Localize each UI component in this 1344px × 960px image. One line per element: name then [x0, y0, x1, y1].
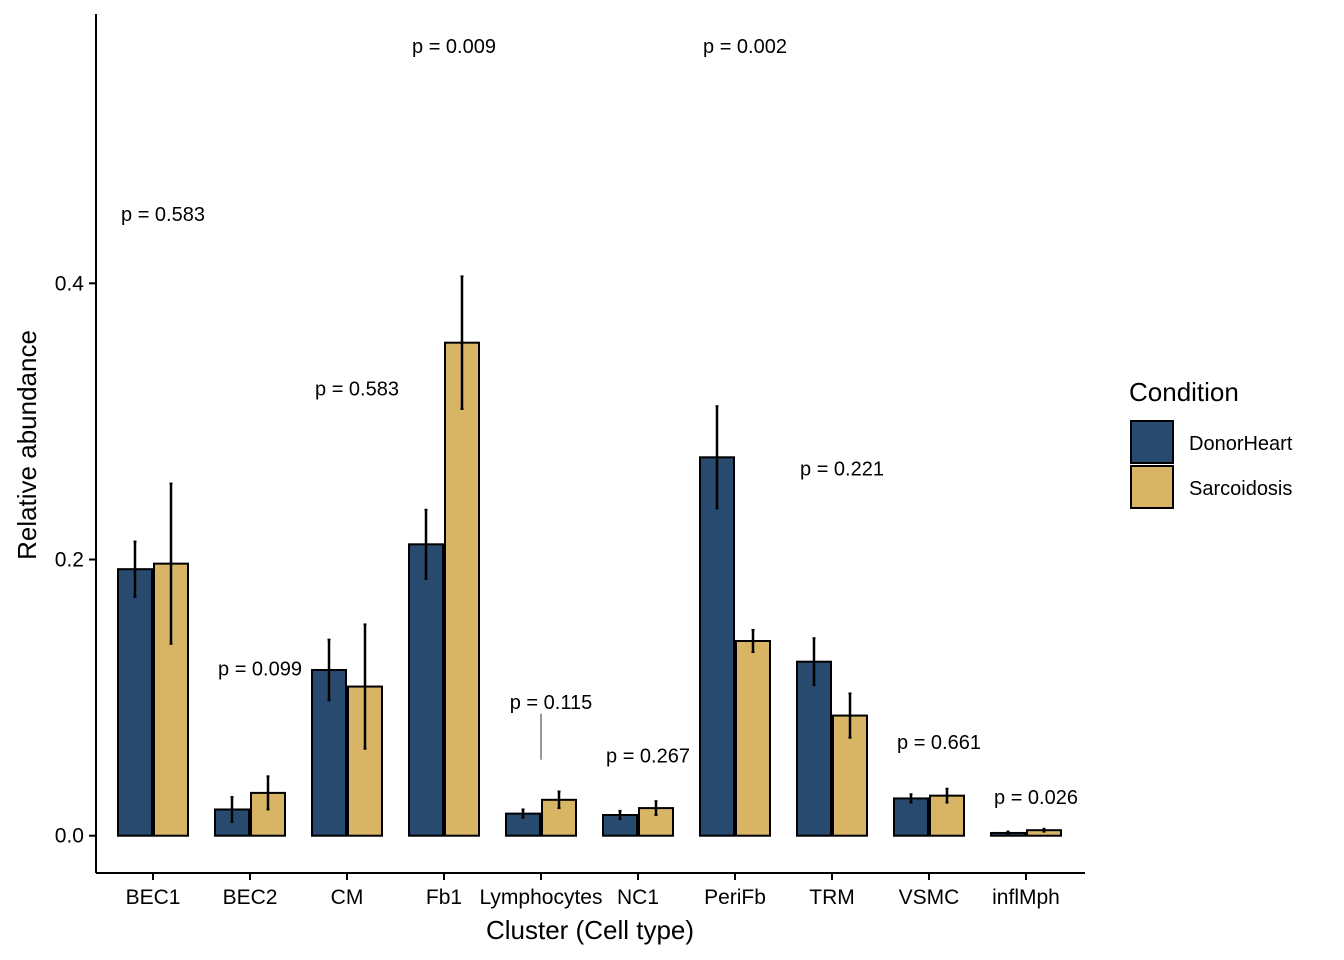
p-value-label: p = 0.115: [510, 692, 592, 714]
x-axis-title: Cluster (Cell type): [486, 915, 694, 945]
axes: [95, 14, 1085, 874]
x-tick-label: BEC1: [126, 886, 181, 909]
bar-donorheart-fb1: [408, 543, 444, 837]
legend: Condition DonorHeart Sarcoidosis: [1129, 377, 1293, 509]
p-value-label: p = 0.026: [994, 787, 1078, 809]
bar-sarcoidosis-perifb: [735, 639, 771, 837]
x-tick-label: Fb1: [426, 886, 462, 909]
pvalue-annotations: p = 0.583 p = 0.099 p = 0.583 p = 0.009 p = …: [121, 36, 1078, 809]
bar-sarcoidosis-fb1: [444, 341, 480, 837]
y-tick-label: 0.2: [55, 549, 84, 572]
x-tick-label: inflMph: [992, 886, 1060, 909]
p-value-label: p = 0.583: [315, 378, 399, 400]
p-value-label: p = 0.009: [412, 36, 496, 58]
legend-label-sarcoidosis: Sarcoidosis: [1189, 478, 1292, 500]
p-value-label: p = 0.099: [218, 659, 302, 681]
legend-swatch-donorheart: [1130, 420, 1174, 464]
p-value-label: p = 0.267: [606, 746, 690, 768]
x-tick-label: PeriFb: [704, 886, 766, 909]
bar-donorheart-perifb: [699, 456, 735, 837]
bars-layer: [117, 341, 1062, 837]
p-value-label: p = 0.583: [121, 204, 205, 226]
x-tick-label: CM: [331, 886, 364, 909]
bar-donorheart-bec1: [117, 568, 153, 837]
legend-label-donorheart: DonorHeart: [1189, 433, 1293, 455]
y-ticks: 0.0 0.2 0.4: [55, 272, 96, 848]
x-tick-label: Lymphocytes: [480, 886, 603, 909]
bar-donorheart-trm: [796, 660, 832, 837]
x-tick-label: BEC2: [223, 886, 278, 909]
y-tick-label: 0.0: [55, 825, 84, 848]
p-value-label: p = 0.221: [800, 458, 884, 480]
x-tick-label: TRM: [809, 886, 855, 909]
errorbars-layer: [133, 275, 1046, 836]
y-tick-label: 0.4: [55, 272, 85, 295]
p-value-label: p = 0.002: [703, 36, 787, 58]
x-tick-label: VSMC: [899, 886, 960, 909]
bar-donorheart-vsmc: [893, 797, 929, 837]
y-axis-title: Relative abundance: [12, 330, 42, 560]
legend-title: Condition: [1129, 377, 1239, 407]
x-tick-label: NC1: [617, 886, 659, 909]
x-ticks: BEC1 BEC2 CM Fb1 Lymphocytes NC1 PeriFb TRM VSMC…: [126, 873, 1060, 909]
legend-swatch-sarcoidosis: [1130, 465, 1174, 509]
p-value-label: p = 0.661: [897, 732, 981, 754]
